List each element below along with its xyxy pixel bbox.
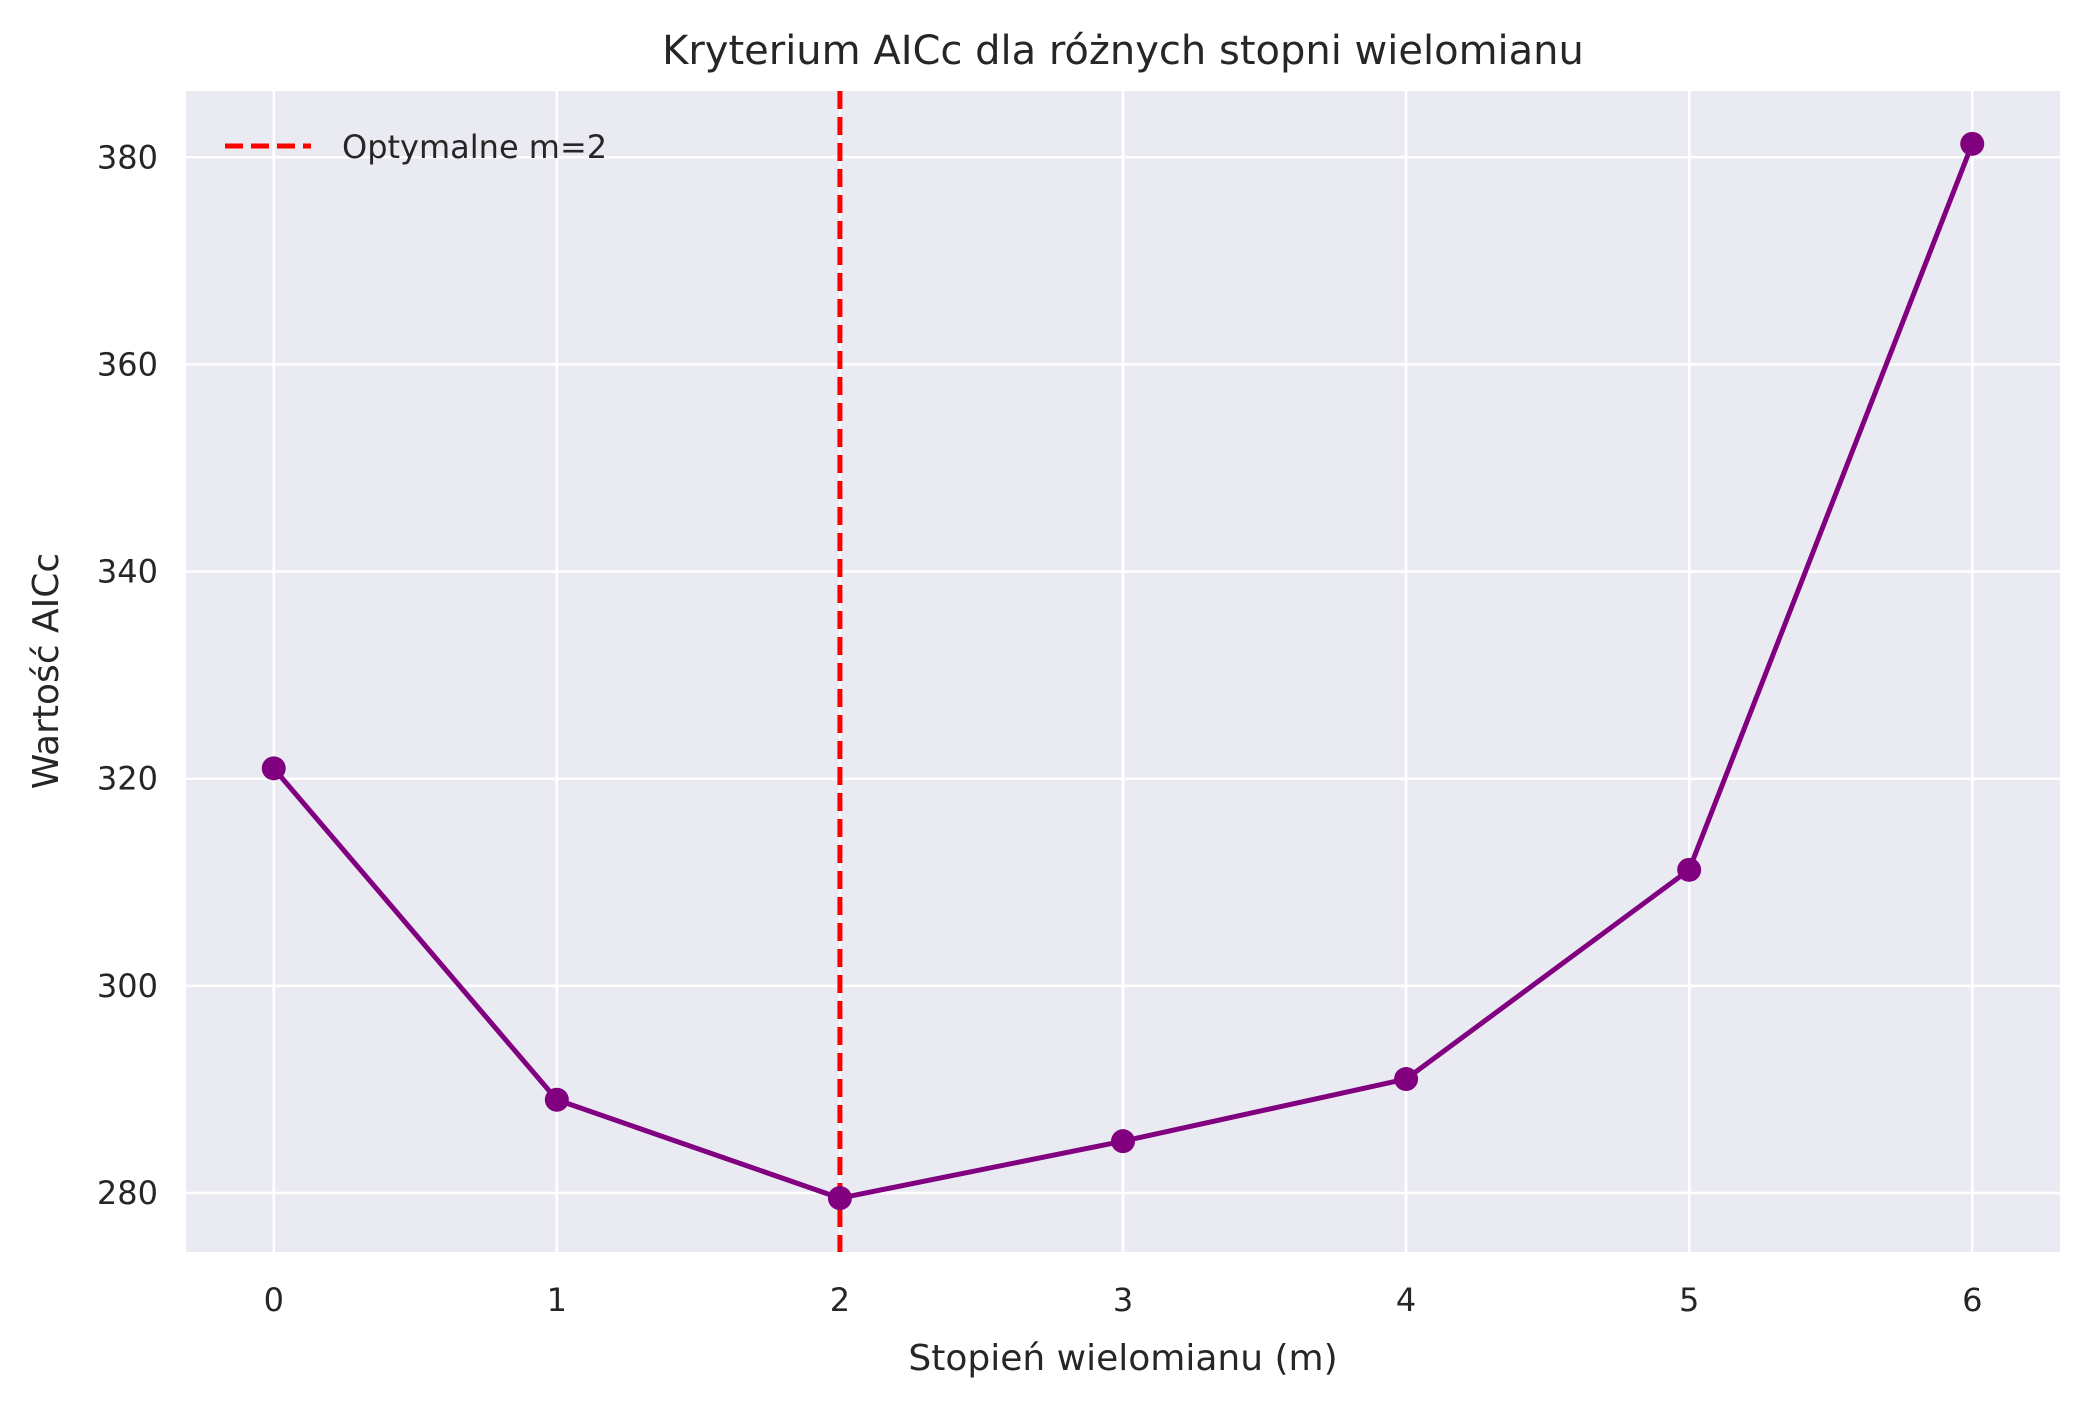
y-tick-label: 300 bbox=[97, 967, 158, 1005]
x-tick-label: 5 bbox=[1679, 1281, 1699, 1319]
y-axis-label: Wartość AICc bbox=[26, 553, 67, 789]
x-tick-label: 3 bbox=[1113, 1281, 1133, 1319]
y-tick-label: 380 bbox=[97, 138, 158, 176]
y-tick-label: 280 bbox=[97, 1174, 158, 1212]
x-tick-label: 2 bbox=[830, 1281, 850, 1319]
x-axis-label: Stopień wielomianu (m) bbox=[908, 1338, 1337, 1379]
x-tick-label: 0 bbox=[264, 1281, 284, 1319]
y-tick-label: 320 bbox=[97, 760, 158, 798]
x-tick-label: 4 bbox=[1396, 1281, 1416, 1319]
y-tick-labels: 280 300 320 340 360 380 bbox=[97, 138, 158, 1212]
data-point bbox=[827, 1186, 852, 1211]
x-tick-label: 1 bbox=[547, 1281, 567, 1319]
data-point bbox=[1677, 857, 1702, 882]
chart-title: Kryterium AICc dla różnych stopni wielom… bbox=[662, 28, 1584, 74]
x-tick-label: 6 bbox=[1962, 1281, 1982, 1319]
x-tick-labels: 0 1 2 3 4 5 6 bbox=[264, 1281, 1983, 1319]
data-point bbox=[1111, 1129, 1135, 1154]
y-tick-label: 340 bbox=[97, 553, 158, 591]
data-point bbox=[544, 1087, 569, 1112]
series-group bbox=[261, 131, 1985, 1211]
data-point bbox=[1394, 1067, 1419, 1092]
y-tick-label: 360 bbox=[97, 345, 158, 383]
data-point bbox=[1960, 131, 1985, 156]
data-point bbox=[261, 756, 286, 781]
legend: Optymalne m=2 bbox=[225, 128, 607, 166]
legend-label: Optymalne m=2 bbox=[342, 128, 607, 166]
